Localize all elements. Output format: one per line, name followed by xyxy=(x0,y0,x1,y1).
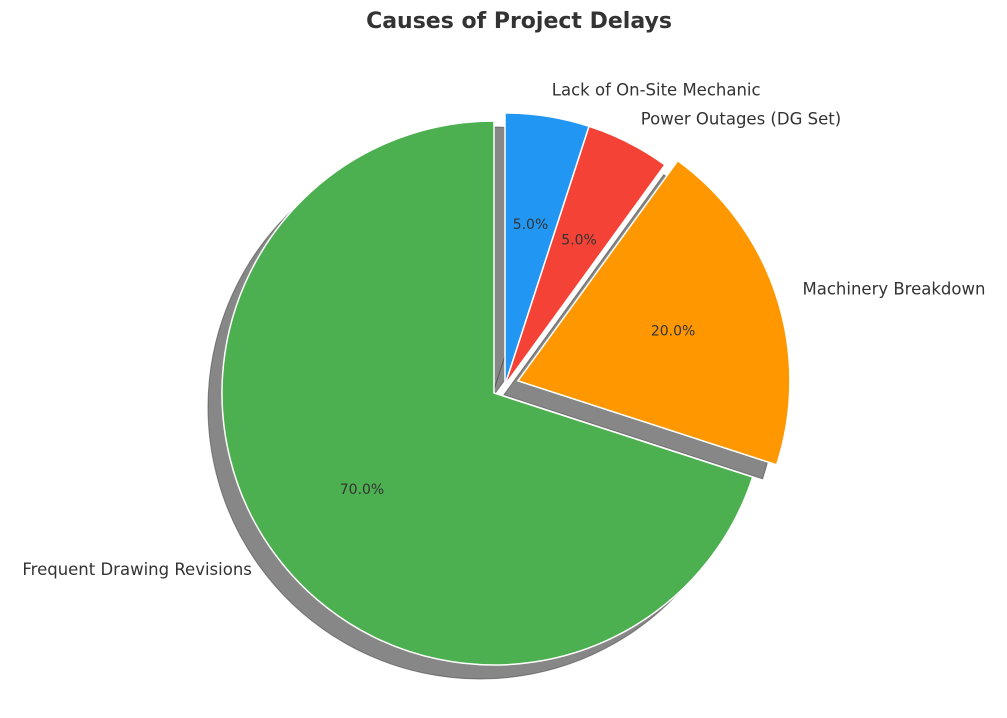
slice-label-machinery-breakdown: Machinery Breakdown xyxy=(803,279,986,298)
pie-slice-power-outages-dg-set xyxy=(504,125,666,386)
pct-label-frequent-drawing-revisions: 70.0% xyxy=(340,482,384,498)
pie-slice-frequent-drawing-revisions xyxy=(221,120,754,666)
slice-label-power-outages-dg-set: Power Outages (DG Set) xyxy=(641,109,841,128)
pct-label-machinery-breakdown: 20.0% xyxy=(651,323,695,339)
slice-label-lack-of-on-site-mechanic: Lack of On-Site Mechanic xyxy=(552,81,761,100)
label-layer: Lack of On-Site Mechanic 5.0% Power Outage… xyxy=(22,81,985,579)
slice-label-frequent-drawing-revisions: Frequent Drawing Revisions xyxy=(22,560,252,579)
pie-slice-machinery-breakdown xyxy=(516,159,791,466)
pct-label-lack-of-on-site-mechanic: 5.0% xyxy=(513,217,549,233)
chart-title: Causes of Project Delays xyxy=(366,9,672,34)
pct-label-power-outages-dg-set: 5.0% xyxy=(561,233,597,249)
slice-layer xyxy=(221,112,791,666)
